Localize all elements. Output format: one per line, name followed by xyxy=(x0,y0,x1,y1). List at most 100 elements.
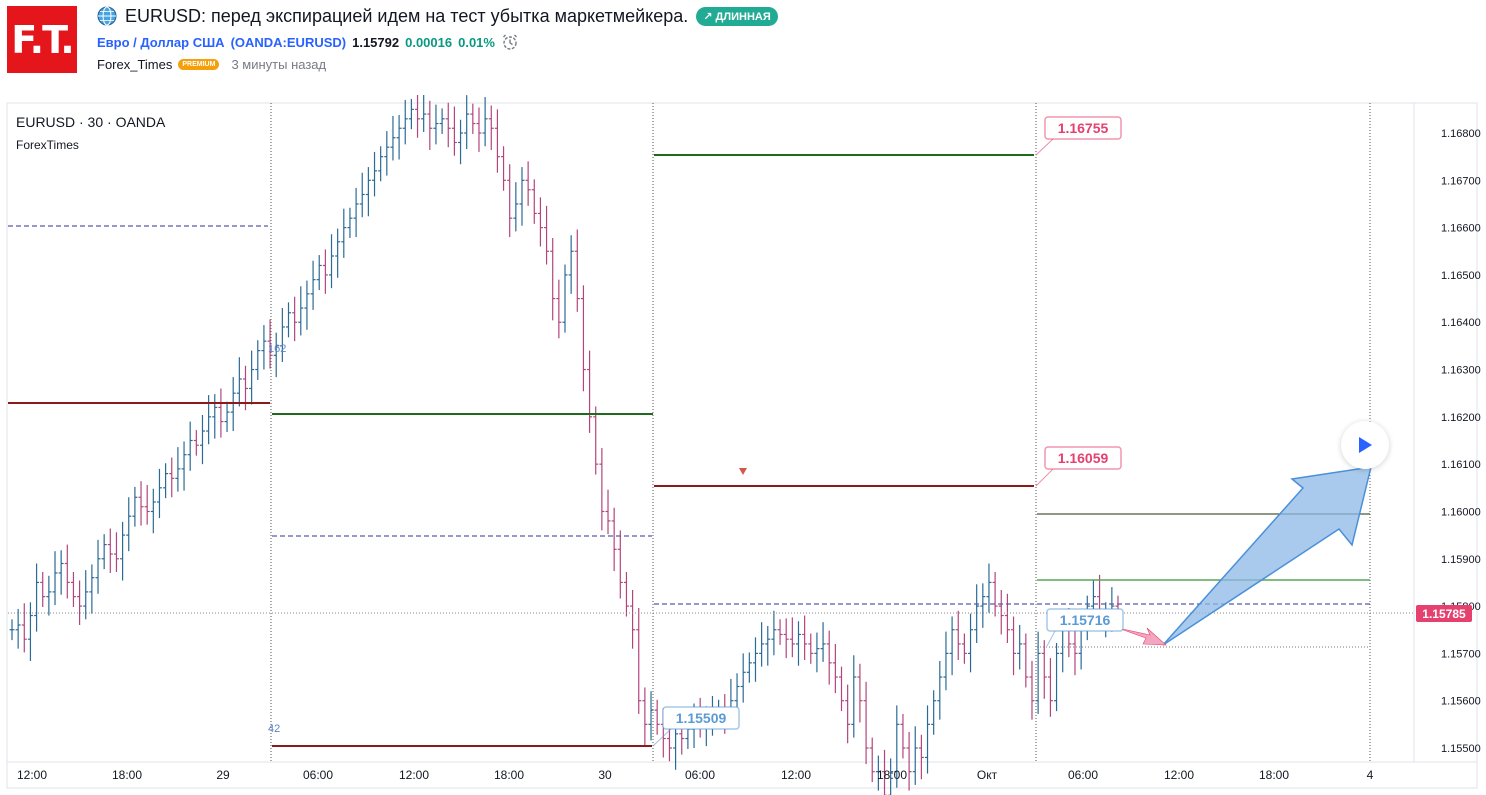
forextimes-logo[interactable]: F.T. xyxy=(7,6,77,73)
ohlc-bar xyxy=(943,631,949,691)
ohlc-bar xyxy=(27,602,33,661)
ohlc-bar xyxy=(531,179,537,224)
ohlc-bar xyxy=(304,280,310,330)
ohlc-bar xyxy=(777,619,783,645)
y-tick-label: 1.16100 xyxy=(1441,459,1481,471)
y-tick-label: 1.16600 xyxy=(1441,223,1481,235)
small-pink-arrow xyxy=(1117,627,1167,646)
ohlc-bar xyxy=(857,663,863,723)
x-tick-label: 12:00 xyxy=(17,768,47,782)
ohlc-bar xyxy=(21,603,27,653)
ohlc-bar xyxy=(918,734,924,780)
author-name[interactable]: Forex_Times xyxy=(97,57,173,72)
ohlc-bar xyxy=(359,172,365,218)
ohlc-bar xyxy=(888,758,894,795)
ohlc-bar xyxy=(169,457,175,498)
ohlc-bar xyxy=(163,463,169,499)
ohlc-bar xyxy=(193,430,199,456)
ohlc-bar xyxy=(814,632,820,673)
ohlc-bar xyxy=(310,260,316,310)
callout-box xyxy=(662,706,740,730)
chart-legend-symbol: EURUSD · 30 · OANDA xyxy=(16,114,166,130)
ohlc-bar xyxy=(156,468,162,519)
x-tick-label: 12:00 xyxy=(1164,768,1194,782)
ohlc-bar xyxy=(415,95,421,138)
ohlc-bar xyxy=(906,731,912,791)
play-replay-button[interactable] xyxy=(1341,421,1389,469)
ohlc-bar xyxy=(101,534,107,570)
ohlc-bar xyxy=(488,105,494,151)
ohlc-bar xyxy=(150,488,156,534)
ohlc-bar xyxy=(992,572,998,617)
ohlc-bar xyxy=(83,570,89,620)
ohlc-bar xyxy=(347,207,353,239)
ohlc-bar xyxy=(617,530,623,599)
symbol-name-link[interactable]: Евро / Доллар США xyxy=(97,34,225,50)
ohlc-bar xyxy=(746,652,752,683)
callout-price: 1.16755 xyxy=(1058,120,1109,136)
ohlc-bar xyxy=(494,109,500,173)
ohlc-bar xyxy=(286,302,291,338)
idea-title[interactable]: EURUSD: перед экспирацией идем на тест у… xyxy=(125,5,689,26)
ohlc-bar xyxy=(372,151,378,197)
price-level-callout[interactable]: 1.15716 xyxy=(1046,608,1124,647)
alarm-clock-icon[interactable] xyxy=(501,33,519,51)
ohlc-bar xyxy=(648,691,654,741)
ohlc-bar xyxy=(783,618,789,659)
ohlc-bar xyxy=(623,572,629,617)
price-level-callout[interactable]: 1.16755 xyxy=(1035,116,1122,156)
y-tick-label: 1.15700 xyxy=(1441,648,1481,660)
globe-icon xyxy=(97,6,117,26)
ohlc-bar xyxy=(636,607,642,714)
y-tick-label: 1.15600 xyxy=(1441,696,1481,708)
symbol-ticker-link[interactable]: (OANDA:EURUSD) xyxy=(230,34,347,50)
ohlc-bar xyxy=(298,286,304,336)
ohlc-bar xyxy=(341,208,347,258)
ohlc-bar xyxy=(605,489,611,535)
ohlc-bar xyxy=(218,388,224,438)
idea-header: EURUSD: перед экспирацией идем на тест у… xyxy=(97,4,778,28)
ohlc-bar xyxy=(255,340,261,380)
x-tick-label: 18:00 xyxy=(112,768,142,782)
callout-box xyxy=(1044,446,1122,470)
price-chart[interactable]: 1.16755 1.16059 1.15509 1.15716 162 42 EURU… xyxy=(0,95,1486,795)
ohlc-bar xyxy=(144,484,150,525)
ohlc-bar xyxy=(587,350,593,433)
ohlc-bar xyxy=(224,401,230,432)
ohlc-bar xyxy=(937,660,943,720)
ohlc-bar xyxy=(236,357,242,407)
ohlc-bar xyxy=(882,749,888,795)
ohlc-bar xyxy=(132,486,138,527)
ohlc-bar xyxy=(329,234,335,289)
ohlc-bar xyxy=(175,447,181,492)
ohlc-bar xyxy=(851,655,857,738)
ohlc-bar xyxy=(187,421,193,471)
ohlc-bar xyxy=(820,622,826,662)
ohlc-bar xyxy=(1072,630,1078,676)
ohlc-bar xyxy=(138,481,144,526)
ohlc-bar xyxy=(212,394,218,439)
x-tick-label: 12:00 xyxy=(781,768,811,782)
x-tick-label: 30 xyxy=(598,768,612,782)
ohlc-bar xyxy=(1047,658,1053,717)
ohlc-bar xyxy=(955,610,961,661)
price-level-callout[interactable]: 1.15509 xyxy=(652,706,740,747)
price-level-callout[interactable]: 1.16059 xyxy=(1035,446,1122,487)
ohlc-bar xyxy=(77,580,83,625)
ohlc-bar xyxy=(759,622,765,667)
ohlc-bar xyxy=(537,197,543,247)
callout-price: 1.15509 xyxy=(676,710,727,726)
last-price-value: 1.15785 xyxy=(1422,607,1466,621)
ohlc-bar xyxy=(894,705,900,788)
ohlc-bar xyxy=(181,441,187,491)
callout-pointer xyxy=(1035,468,1054,487)
ohlc-bar xyxy=(267,319,273,369)
callout-pointer xyxy=(1035,138,1054,156)
ohlc-bar xyxy=(845,684,851,744)
ohlc-bar xyxy=(1054,642,1060,712)
ohlc-bar xyxy=(64,544,70,599)
ohlc-bar xyxy=(261,325,267,370)
ohlc-bar xyxy=(789,617,795,658)
y-tick-label: 1.16000 xyxy=(1441,506,1481,518)
ohlc-bar xyxy=(292,296,298,342)
